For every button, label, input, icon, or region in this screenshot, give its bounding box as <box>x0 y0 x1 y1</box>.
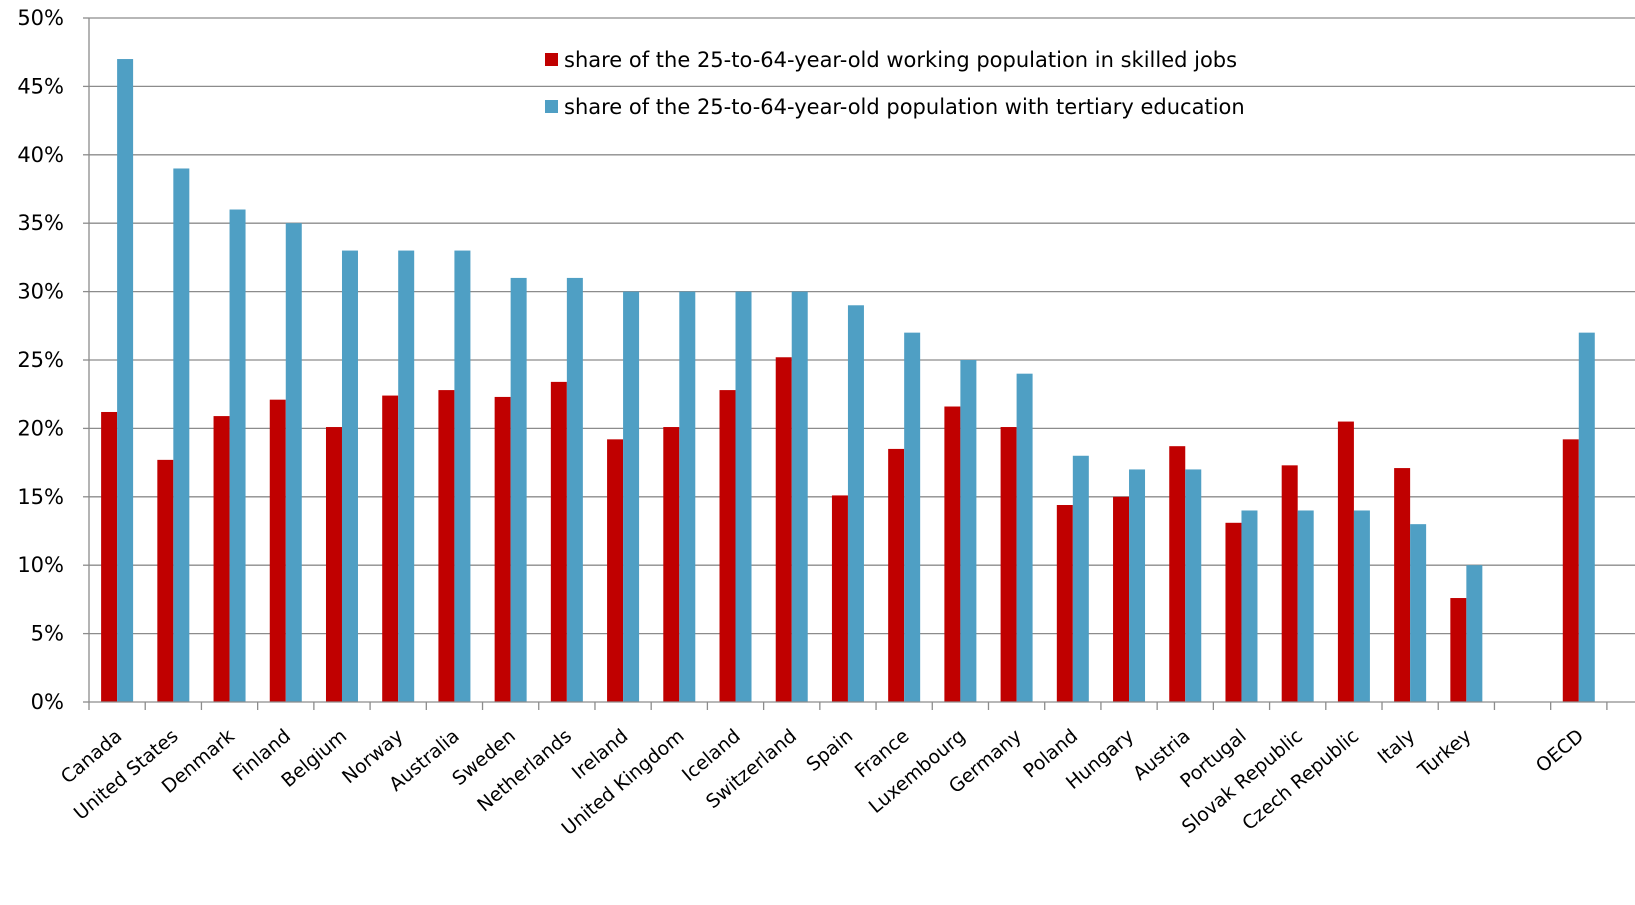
bar-skilled-jobs <box>438 390 455 702</box>
y-tick-label: 40% <box>17 143 64 167</box>
y-tick-label: 30% <box>17 280 64 304</box>
bar-tertiary-education <box>1016 373 1033 702</box>
bar-skilled-jobs <box>944 406 961 702</box>
bar-skilled-jobs <box>1169 446 1186 702</box>
legend-swatch-skilled-jobs <box>545 53 558 66</box>
legend-label-skilled-jobs: share of the 25-to-64-year-old working p… <box>564 48 1237 72</box>
bar-tertiary-education <box>117 59 134 703</box>
bar-skilled-jobs <box>550 381 567 702</box>
legend-swatch-tertiary-education <box>545 100 558 113</box>
bar-skilled-jobs <box>1394 468 1411 702</box>
bar-skilled-jobs <box>888 448 905 702</box>
bar-tertiary-education <box>454 250 471 702</box>
legend: share of the 25-to-64-year-old working p… <box>545 48 1245 119</box>
bar-skilled-jobs <box>831 495 848 702</box>
bar-tertiary-education <box>847 305 864 702</box>
y-tick-label: 15% <box>17 485 64 509</box>
bar-tertiary-education <box>1129 469 1146 702</box>
bar-tertiary-education <box>510 277 527 702</box>
bar-skilled-jobs <box>607 439 624 702</box>
bar-tertiary-education <box>1410 524 1427 702</box>
bar-skilled-jobs <box>382 395 399 702</box>
bar-tertiary-education <box>173 168 190 703</box>
bar-series <box>101 59 1595 703</box>
bar-skilled-jobs <box>101 411 118 702</box>
bar-skilled-jobs <box>1281 465 1298 702</box>
y-tick-label: 10% <box>17 553 64 577</box>
bar-tertiary-education <box>285 223 302 702</box>
bar-skilled-jobs <box>1113 496 1130 702</box>
bar-tertiary-education <box>566 277 583 702</box>
bar-skilled-jobs <box>775 357 792 702</box>
bar-tertiary-education <box>229 209 246 702</box>
bar-tertiary-education <box>623 291 640 702</box>
bar-tertiary-education <box>960 360 977 702</box>
bar-skilled-jobs <box>1450 598 1467 702</box>
bar-skilled-jobs <box>157 459 174 702</box>
bar-skilled-jobs <box>1225 522 1242 702</box>
bar-skilled-jobs <box>494 396 511 702</box>
x-tick-label: Italy <box>1374 725 1420 768</box>
bar-tertiary-education <box>1353 510 1370 702</box>
bar-tertiary-education <box>1297 510 1314 702</box>
bar-tertiary-education <box>791 291 808 702</box>
bar-tertiary-education <box>398 250 415 702</box>
bar-skilled-jobs <box>1000 427 1017 702</box>
legend-label-tertiary-education: share of the 25-to-64-year-old populatio… <box>564 95 1245 119</box>
bar-tertiary-education <box>679 291 696 702</box>
bar-tertiary-education <box>1072 455 1089 702</box>
bar-tertiary-education <box>341 250 358 702</box>
bar-skilled-jobs <box>325 427 342 702</box>
x-tick-label: Spain <box>802 725 857 776</box>
bar-skilled-jobs <box>1056 505 1073 702</box>
y-tick-label: 5% <box>31 622 64 646</box>
bar-skilled-jobs <box>213 416 230 702</box>
bar-skilled-jobs <box>1337 421 1354 702</box>
y-tick-label: 0% <box>31 690 64 714</box>
x-tick-label: Turkey <box>1413 725 1475 782</box>
y-tick-label: 35% <box>17 211 64 235</box>
y-tick-label: 20% <box>17 416 64 440</box>
bar-tertiary-education <box>735 291 752 702</box>
bar-tertiary-education <box>1185 469 1202 702</box>
x-tick-label: Luxembourg <box>865 725 970 818</box>
bar-skilled-jobs <box>719 390 736 702</box>
y-axis-tick-labels: 0% 5% 10% 15% 20% 25% 30% 35% 40% 45% 50% <box>17 6 64 714</box>
bar-tertiary-education <box>1578 332 1595 702</box>
y-tick-label: 45% <box>17 74 64 98</box>
bar-skilled-jobs <box>663 427 680 702</box>
bar-tertiary-education <box>1241 510 1258 702</box>
y-tick-label: 25% <box>17 348 64 372</box>
axes <box>88 18 1635 710</box>
x-tick-label: OECD <box>1532 725 1588 777</box>
bar-tertiary-education <box>1466 565 1483 702</box>
bar-skilled-jobs <box>1562 439 1579 702</box>
bar-tertiary-education <box>904 332 921 702</box>
y-tick-label: 50% <box>17 6 64 30</box>
bar-skilled-jobs <box>269 399 286 702</box>
